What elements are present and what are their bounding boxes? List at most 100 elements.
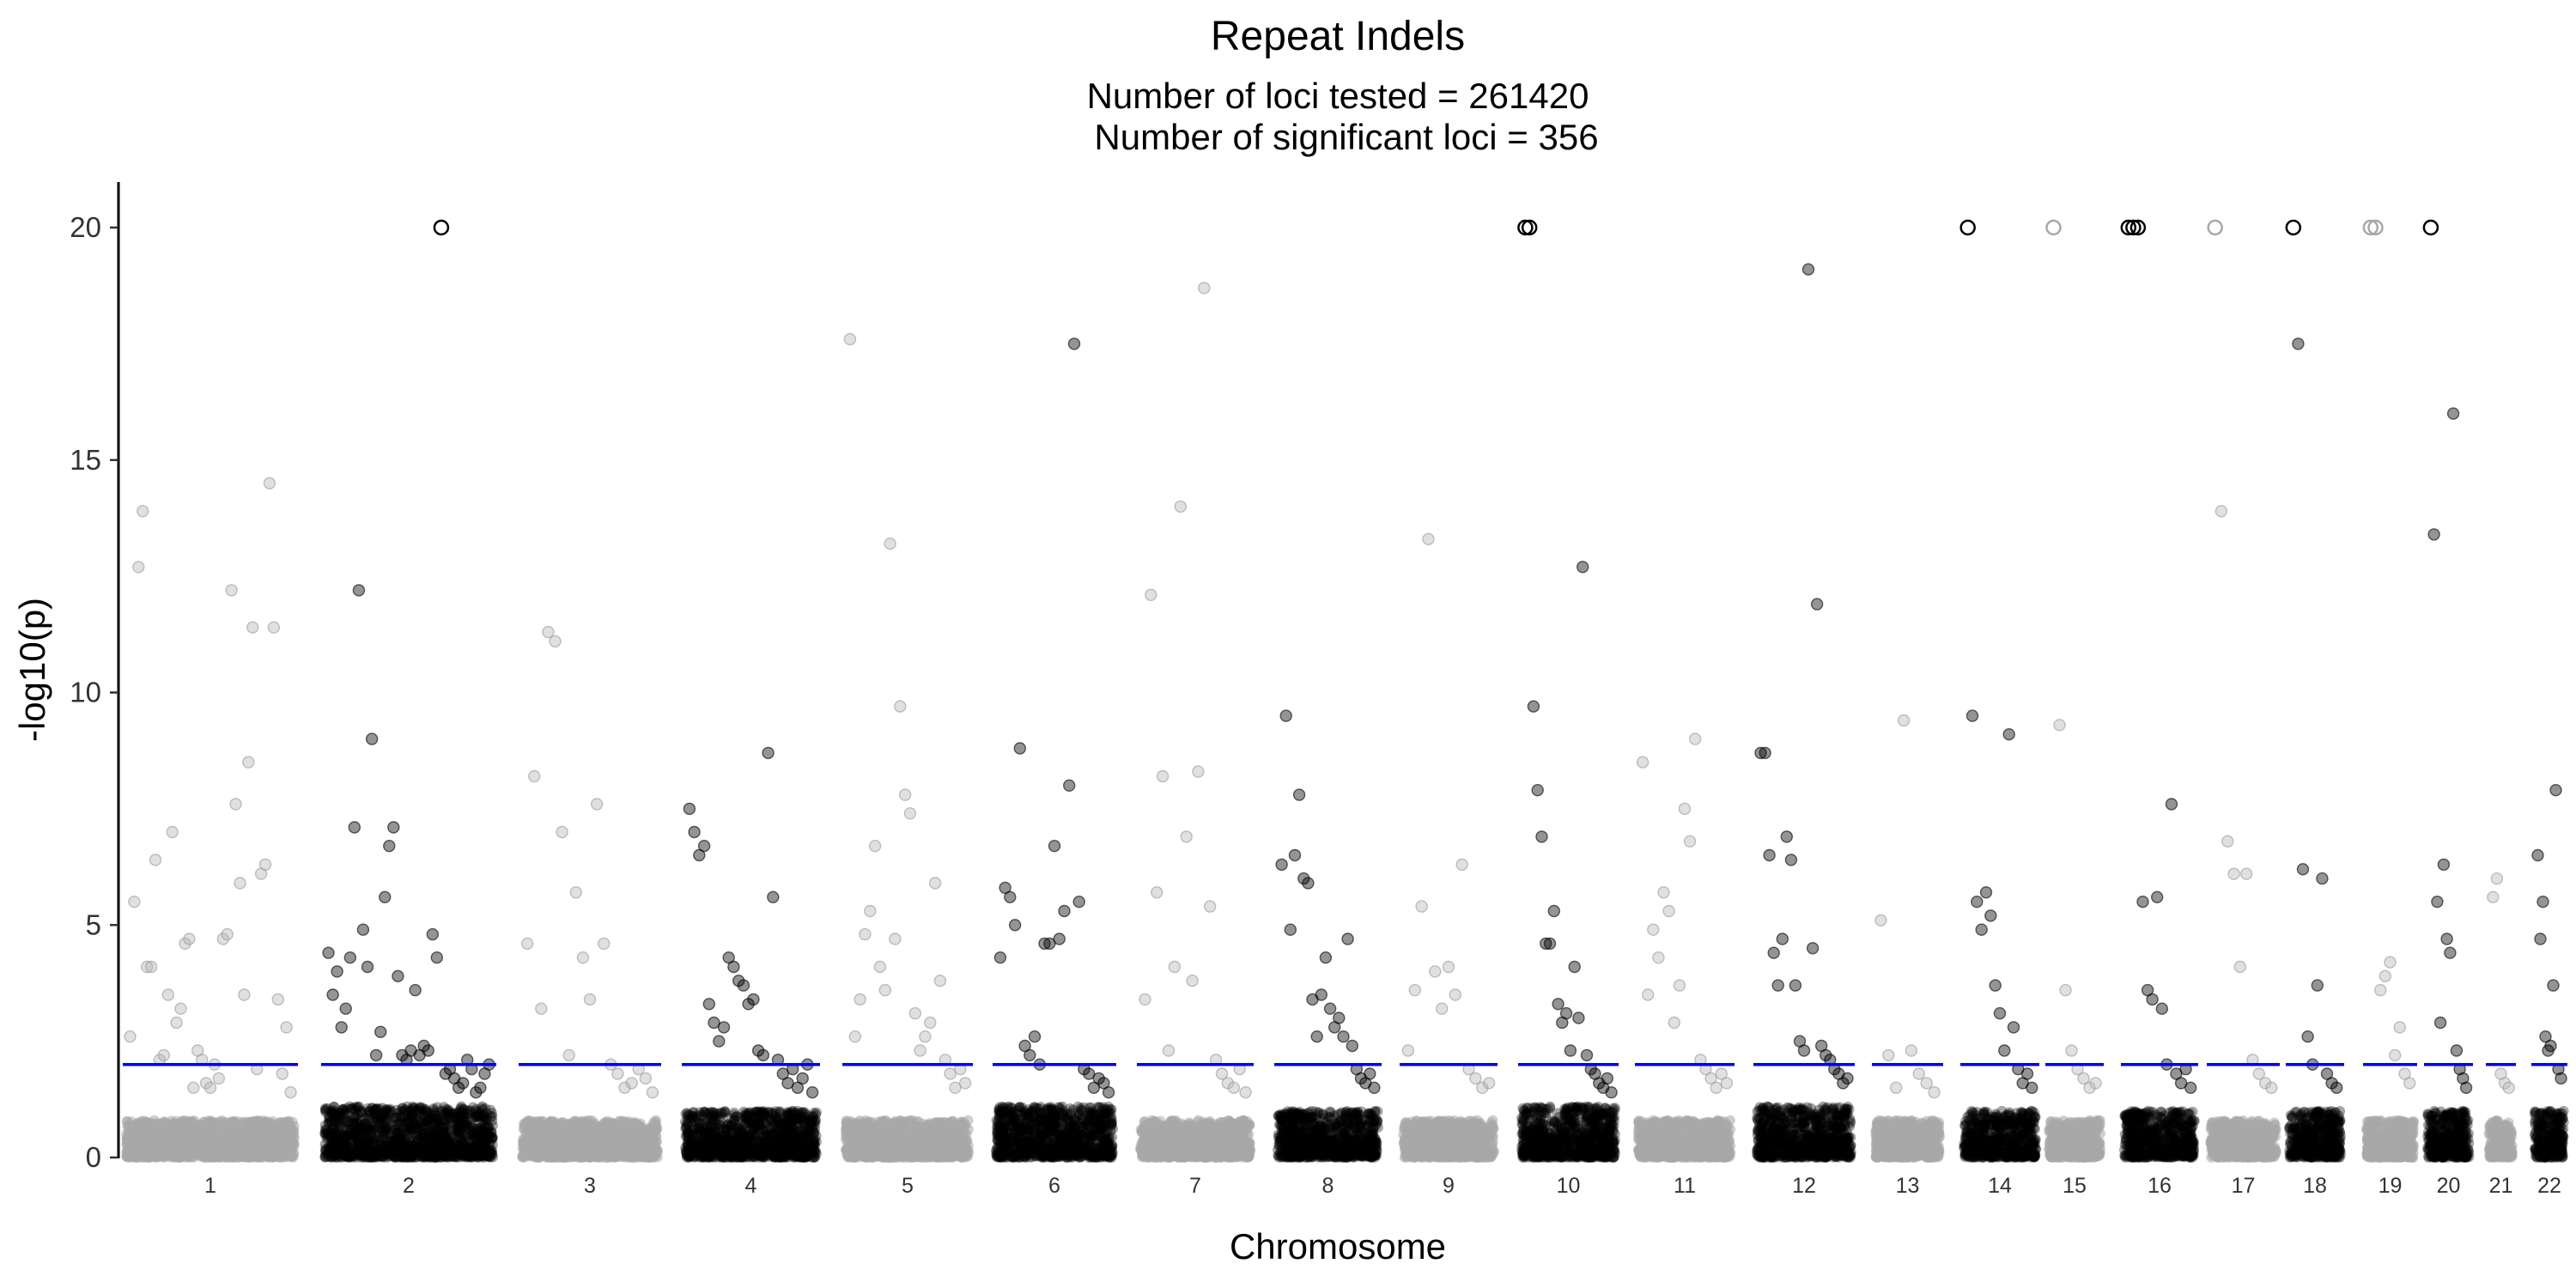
- chromosome-3-locus-low: [606, 1117, 617, 1128]
- chromosome-1-locus-low: [274, 1117, 285, 1128]
- chromosome-2-locus: [387, 821, 400, 834]
- chromosome-2-locus-low: [404, 1113, 415, 1124]
- chromosome-4-locus-low: [721, 1149, 732, 1160]
- chromosome-1-locus: [183, 933, 196, 945]
- chromosome-2-locus-low: [361, 1142, 372, 1153]
- chromosome-1-locus: [271, 993, 284, 1006]
- chromosome-2-locus-low: [414, 1117, 425, 1128]
- chromosome-2-locus-low: [347, 1149, 358, 1160]
- chromosome-4-locus: [756, 1048, 769, 1062]
- chromosome-2-locus-low: [459, 1136, 471, 1147]
- chromosome-4-locus-low: [686, 1140, 697, 1151]
- chromosome-4-locus: [702, 998, 715, 1011]
- chromosome-2-locus-low: [455, 1103, 466, 1114]
- chromosome-2-locus-low: [472, 1122, 483, 1133]
- chromosome-3-locus-low: [586, 1119, 598, 1129]
- chromosome-3-locus: [556, 825, 568, 839]
- chromosome-4-locus-low: [740, 1110, 750, 1121]
- chromosome-3-locus-low: [526, 1137, 537, 1148]
- chromosome-1-locus-low: [262, 1149, 272, 1159]
- chromosome-4-locus: [688, 825, 701, 839]
- chromosome-2-locus-low: [477, 1111, 489, 1122]
- chromosome-2-locus-low: [325, 1127, 337, 1139]
- chromosome-2-locus-low: [432, 1116, 443, 1127]
- chart-title: Repeat Indels: [1211, 14, 1465, 59]
- chromosome-2-locus: [392, 969, 404, 983]
- chromosome-1-locus: [280, 1021, 293, 1034]
- chromosome-4-locus: [762, 746, 775, 760]
- chromosome-1-locus-low: [143, 1151, 154, 1163]
- chromosome-2-locus-low: [431, 1146, 442, 1157]
- chromosome-4-locus: [697, 840, 711, 853]
- chromosome-3-locus: [535, 1002, 548, 1015]
- chromosome-3-locus-low: [574, 1118, 585, 1129]
- chromosome-4-locus-low: [741, 1140, 752, 1151]
- chromosome-1-locus: [136, 505, 149, 518]
- chromosome-4-locus: [796, 1072, 809, 1085]
- chromosome-4-locus-low: [770, 1149, 781, 1160]
- chromosome-1-locus-low: [138, 1135, 149, 1146]
- chromosome-3-locus-low: [585, 1129, 596, 1140]
- chromosome-2-locus-low: [396, 1133, 406, 1144]
- chromosome-3-locus-low: [564, 1132, 575, 1143]
- data-points: [121, 219, 2569, 1163]
- chromosome-4-locus-low: [729, 1133, 740, 1144]
- chromosome-2-locus-low: [362, 1151, 374, 1163]
- chromosome-1-locus-low: [124, 1133, 135, 1144]
- chromosome-1-locus: [170, 1016, 183, 1030]
- chromosome-3-locus: [646, 1085, 659, 1099]
- chromosome-1-locus: [284, 1085, 297, 1099]
- chromosome-1-locus-low: [241, 1151, 252, 1163]
- chromosome-3-locus-low: [548, 1151, 559, 1163]
- chromosome-3-locus: [562, 1048, 575, 1062]
- chromosome-2-locus: [383, 840, 396, 853]
- chromosome-2-locus: [457, 1077, 470, 1090]
- chromosome-4-locus-low: [682, 1127, 693, 1138]
- chromosome-4-locus-low: [799, 1129, 810, 1140]
- chromosome-2-locus-low: [395, 1105, 406, 1116]
- chromosome-2-locus-low: [386, 1106, 397, 1117]
- chromosome-1-locus-low: [144, 1122, 155, 1133]
- chromosome-2-locus: [335, 1021, 348, 1034]
- chromosome-3-locus-low: [544, 1136, 555, 1147]
- chromosome-4-locus-low: [765, 1115, 776, 1127]
- chromosome-1-locus-low: [216, 1123, 228, 1133]
- chromosome-1-locus: [267, 621, 280, 634]
- chromosome-2-locus-low: [342, 1130, 353, 1141]
- chromosome-3-locus-low: [629, 1119, 640, 1130]
- chromosome-2-locus-low: [416, 1130, 427, 1141]
- chromosome-2-locus-low: [473, 1148, 484, 1159]
- chromosome-1-locus-low: [170, 1124, 181, 1135]
- chromosome-2-locus-low: [392, 1118, 403, 1129]
- chromosome-1-locus: [229, 798, 242, 811]
- chromosome-2-locus-low: [471, 1135, 482, 1146]
- chromosome-3-locus: [520, 937, 534, 951]
- chromosome-1-locus-low: [197, 1130, 207, 1141]
- chromosome-1-locus-low: [270, 1135, 281, 1146]
- chromosome-3-locus-low: [561, 1151, 572, 1162]
- chromosome-1-locus: [174, 1002, 187, 1015]
- chromosome-2-locus-low: [440, 1151, 452, 1162]
- chromosome-4-locus-low: [736, 1123, 747, 1133]
- chromosome-2-locus-low: [380, 1115, 392, 1127]
- chromosome-1-locus-low: [205, 1122, 216, 1133]
- chromosome-1-locus-low: [167, 1146, 179, 1157]
- chromosome-4-locus: [747, 993, 760, 1006]
- chromosome-1-locus: [258, 858, 272, 872]
- chromosome-2-locus: [374, 1025, 387, 1039]
- chromosome-2-locus: [352, 584, 366, 597]
- chromosome-2-locus-capped: [433, 219, 450, 236]
- chromosome-1-locus: [166, 825, 179, 839]
- chromosome-3-locus-low: [575, 1143, 586, 1154]
- chromosome-1-locus-low: [285, 1140, 296, 1151]
- chromosome-4-locus-low: [756, 1143, 767, 1154]
- chromosome-1-locus-low: [247, 1116, 258, 1127]
- chromosome-1-locus: [263, 477, 276, 489]
- chromosome-2-locus-low: [406, 1128, 417, 1139]
- chromosome-2-locus: [348, 821, 361, 834]
- chromosome-3-locus-low: [613, 1133, 624, 1145]
- chromosome-1-locus: [234, 877, 246, 890]
- chromosome-2-locus-low: [421, 1105, 432, 1116]
- chromosome-1-locus-low: [152, 1144, 163, 1155]
